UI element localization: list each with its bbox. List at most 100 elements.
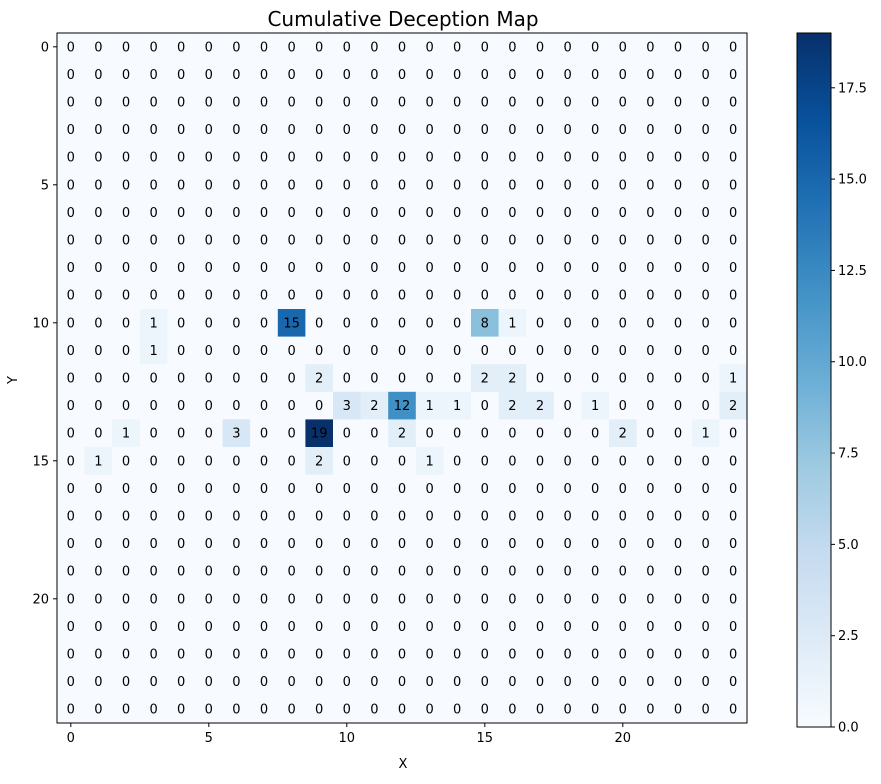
heatmap-cell xyxy=(691,585,720,613)
heatmap-cell xyxy=(636,529,665,558)
heatmap-cell xyxy=(250,419,279,448)
heatmap-cell xyxy=(305,419,334,448)
heatmap-cell-label: 0 xyxy=(674,482,682,497)
heatmap-cell xyxy=(553,309,582,337)
heatmap-cell-label: 0 xyxy=(674,178,682,193)
heatmap-cell-label: 0 xyxy=(453,427,461,442)
heatmap-cell-label: 0 xyxy=(287,620,295,635)
heatmap-cell xyxy=(250,226,279,255)
heatmap-cell xyxy=(305,557,334,586)
heatmap-cell xyxy=(57,667,85,696)
heatmap-cell-label: 0 xyxy=(646,648,654,663)
heatmap-cell-label: 1 xyxy=(149,344,157,359)
y-tick-label: 15 xyxy=(32,454,49,469)
heatmap-cell-label: 0 xyxy=(591,68,599,83)
heatmap-cell-label: 0 xyxy=(508,565,516,580)
heatmap-cell xyxy=(305,391,334,420)
heatmap-cell xyxy=(360,529,389,558)
heatmap-cell xyxy=(691,60,720,89)
heatmap-cell-label: 0 xyxy=(94,234,102,249)
heatmap-cell-labels: 0 0 0 0 0 0 0 0 0 0 0 0 0 0 0 0 0 0 0 0 0 0 0 0 0 0 0 0 0 0 0 0 0 0 0 0 0 0 0 0… xyxy=(67,40,738,717)
heatmap-cell xyxy=(388,557,417,586)
heatmap-cell xyxy=(415,115,444,144)
heatmap-cell-label: 0 xyxy=(177,372,185,387)
heatmap-cell-label: 1 xyxy=(453,399,461,414)
heatmap-cell-label: 0 xyxy=(481,178,489,193)
heatmap-cell-label: 0 xyxy=(619,123,627,138)
heatmap-cell-label: 0 xyxy=(149,427,157,442)
heatmap-cell-label: 0 xyxy=(177,151,185,166)
heatmap-cell xyxy=(305,226,334,255)
colorbar-tick-label: 0.0 xyxy=(838,721,859,736)
heatmap-cell xyxy=(415,447,444,475)
heatmap-cell xyxy=(277,60,306,89)
heatmap-cell xyxy=(333,253,361,282)
heatmap-cell xyxy=(498,419,527,448)
heatmap-cell-label: 0 xyxy=(122,234,130,249)
heatmap-cell xyxy=(581,33,610,61)
heatmap-cell xyxy=(167,667,196,696)
heatmap-cell xyxy=(250,253,279,282)
heatmap-cell xyxy=(305,33,334,61)
heatmap-cell-label: 0 xyxy=(536,316,544,331)
heatmap-cell-label: 0 xyxy=(287,289,295,304)
heatmap-cell-label: 0 xyxy=(205,123,213,138)
heatmap-cell xyxy=(664,502,693,531)
heatmap-cell xyxy=(250,474,279,503)
heatmap-cell xyxy=(609,447,637,475)
heatmap-cell xyxy=(636,60,665,89)
heatmap-cell xyxy=(112,171,141,199)
heatmap-cell xyxy=(498,364,527,393)
heatmap-cell xyxy=(719,88,748,117)
heatmap-cell-label: 0 xyxy=(122,620,130,635)
heatmap-cell xyxy=(581,474,610,503)
heatmap-cell xyxy=(333,447,361,475)
heatmap-cell-label: 0 xyxy=(343,537,351,552)
heatmap-cell-label: 0 xyxy=(149,537,157,552)
heatmap-cell-label: 0 xyxy=(177,40,185,55)
heatmap-cell xyxy=(609,33,637,61)
heatmap-cell xyxy=(443,667,472,696)
heatmap-cell-label: 0 xyxy=(205,675,213,690)
heatmap-cell-label: 0 xyxy=(370,703,378,718)
heatmap-cell-label: 0 xyxy=(260,234,268,249)
heatmap-cell xyxy=(277,419,306,448)
heatmap-cell-label: 0 xyxy=(343,482,351,497)
heatmap-cell-label: 0 xyxy=(232,565,240,580)
heatmap-cell xyxy=(388,88,417,117)
heatmap-cell xyxy=(139,60,168,89)
heatmap-cell-label: 0 xyxy=(232,454,240,469)
heatmap-cell xyxy=(609,198,637,227)
heatmap-cell xyxy=(112,391,141,420)
heatmap-cell xyxy=(333,695,361,724)
heatmap-cell-label: 0 xyxy=(591,40,599,55)
heatmap-cell-label: 0 xyxy=(232,675,240,690)
heatmap-cell-label: 0 xyxy=(536,123,544,138)
heatmap-cell xyxy=(112,226,141,255)
heatmap-cell-label: 0 xyxy=(205,372,213,387)
heatmap-cell xyxy=(84,502,113,531)
heatmap-cell xyxy=(139,557,168,586)
heatmap-cell xyxy=(277,281,306,310)
heatmap-cell-label: 0 xyxy=(481,703,489,718)
heatmap-cell-label: 0 xyxy=(674,206,682,221)
heatmap-cell-label: 0 xyxy=(122,261,130,276)
heatmap-cell-label: 0 xyxy=(67,96,75,111)
heatmap-cell-label: 0 xyxy=(646,620,654,635)
heatmap-cell-label: 0 xyxy=(232,234,240,249)
heatmap-cell-label: 0 xyxy=(646,261,654,276)
heatmap-cell xyxy=(498,33,527,61)
heatmap-cell-label: 0 xyxy=(453,648,461,663)
heatmap-cell xyxy=(581,171,610,199)
heatmap-cell xyxy=(443,198,472,227)
heatmap-cell xyxy=(250,529,279,558)
heatmap-cell-label: 0 xyxy=(619,592,627,607)
heatmap-cell xyxy=(581,115,610,144)
heatmap-cell-label: 0 xyxy=(701,151,709,166)
heatmap-cell-label: 0 xyxy=(177,648,185,663)
heatmap-cell xyxy=(57,695,85,724)
heatmap-cell-label: 0 xyxy=(674,648,682,663)
heatmap-cell xyxy=(553,474,582,503)
heatmap-cell xyxy=(388,60,417,89)
heatmap-cell xyxy=(526,253,555,282)
